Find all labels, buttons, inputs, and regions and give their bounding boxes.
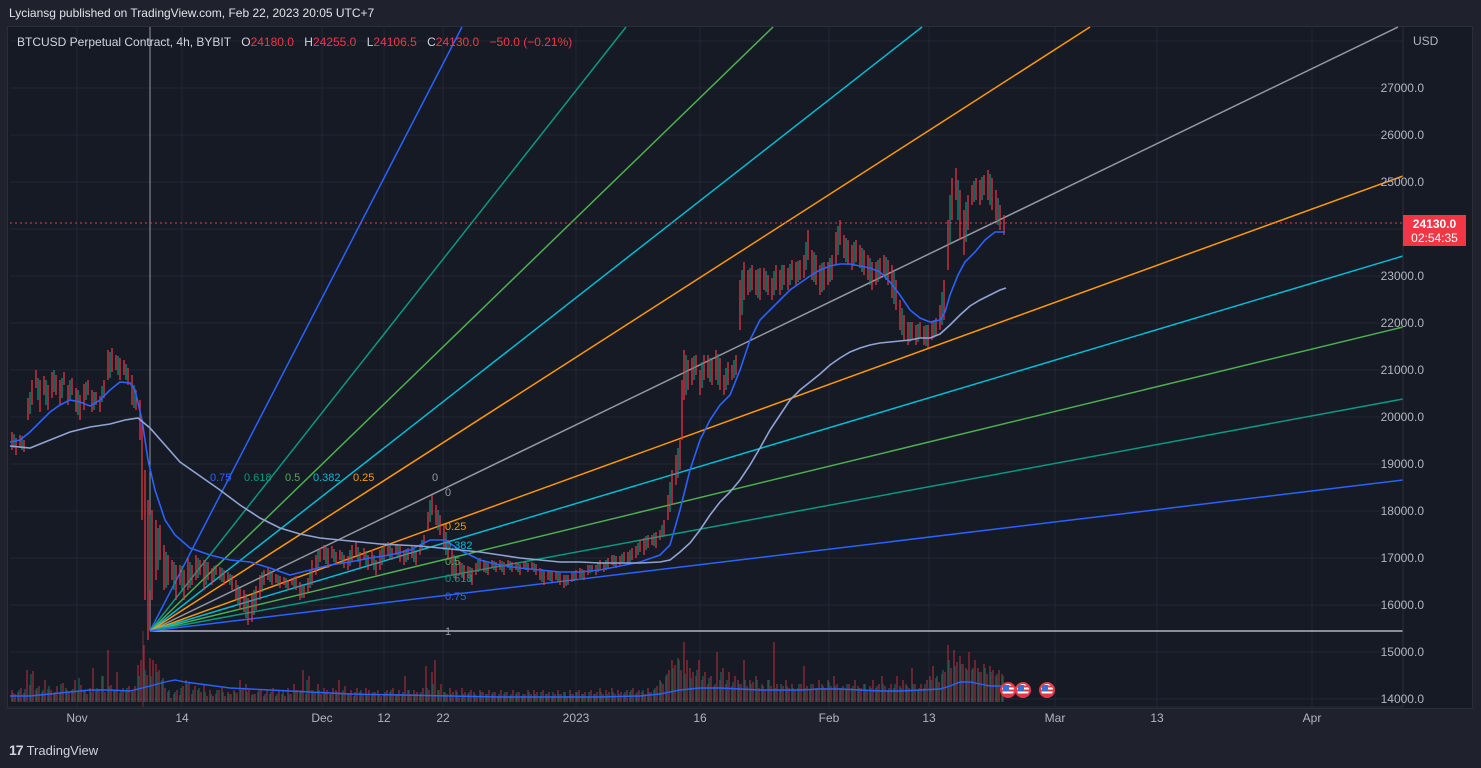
time-tick: Dec [311,711,333,725]
low-value: 24106.5 [373,35,417,49]
fan-lower-0.382 [149,255,1404,632]
time-tick: 12 [377,711,391,725]
fib-speed-fan[interactable] [149,26,1404,632]
time-tick: Apr [1302,711,1322,725]
fib-upper-label: 0.75 [210,472,232,484]
tradingview-logo[interactable]: 17 TradingView [9,742,98,758]
fib-right-label: 0.25 [445,521,467,533]
price-tick: 27000.0 [1380,81,1424,95]
fan-upper-0.75 [149,26,463,632]
fib-upper-label: 0.25 [353,472,375,484]
price-tick: 18000.0 [1380,504,1424,518]
time-tick: 2023 [562,711,590,725]
fib-upper-label: 0.5 [285,472,301,484]
fib-upper-label: 0.618 [244,472,272,484]
last-price-value: 24130.0 [1412,217,1457,231]
fan-upper-0.382 [149,26,923,632]
close-value: 24130.0 [435,35,480,49]
fan-lower-0.5 [149,326,1404,632]
time-tick: Feb [818,711,840,725]
fib-right-label: 0 [445,487,452,499]
high-value: 24255.0 [312,35,357,49]
time-tick: 14 [175,711,189,725]
change-value: −50.0 (−0.21%) [489,35,573,49]
price-tick: 14000.0 [1380,692,1424,706]
fib-right-label: 0.618 [445,573,473,585]
price-tick: 25000.0 [1380,175,1424,189]
price-tick: 17000.0 [1380,551,1424,565]
fan-0 [149,26,1399,632]
fan-lower-0.618 [149,398,1404,632]
time-tick: 13 [1150,711,1164,725]
fib-upper-label: 0 [432,472,439,484]
us-flag-event-icon[interactable] [1039,682,1055,698]
tradingview-logo-icon: 17 [9,742,24,758]
last-price-badge: 24130.0 02:54:35 [1403,215,1466,246]
us-flag-event-icon[interactable] [1000,682,1016,698]
fan-upper-0.5 [149,26,774,632]
brand-name: TradingView [26,742,99,758]
price-tick: 16000.0 [1380,598,1424,612]
symbol-legend: BTCUSD Perpetual Contract, 4h, BYBIT O24… [17,35,573,49]
publisher-line: Lyciansg published on TradingView.com, F… [9,6,375,20]
time-tick: 16 [693,711,707,725]
grid [10,27,1403,707]
price-tick: 22000.0 [1380,316,1424,330]
ma-fast-line [9,231,1005,576]
price-tick: 23000.0 [1380,269,1424,283]
fan-upper-0.25 [149,26,1091,632]
price-tick: 19000.0 [1380,457,1424,471]
time-tick: 13 [922,711,936,725]
time-tick: Nov [66,711,88,725]
open-value: 24180.0 [250,35,294,49]
publish-header: Lyciansg published on TradingView.com, F… [0,0,1481,26]
candles [11,168,1005,640]
ma-slow-line [9,287,1007,564]
price-tick: 26000.0 [1380,128,1424,142]
volume-bars [11,642,1004,702]
fan-lower-0.75 [149,479,1404,632]
symbol-name[interactable]: BTCUSD Perpetual Contract, 4h, BYBIT [17,35,231,49]
currency-label: USD [1413,34,1439,48]
us-flag-event-icon[interactable] [1015,682,1031,698]
fib-right-label: 0.382 [445,540,473,552]
time-tick: Mar [1044,711,1066,725]
volume-ma-line [10,679,1005,698]
fib-upper-label: 0.382 [313,472,341,484]
price-tick: 15000.0 [1380,645,1424,659]
fib-right-label: 0.5 [445,556,461,568]
fan-upper-0.618 [149,26,627,632]
time-tick: 22 [436,711,450,725]
price-tick: 20000.0 [1380,410,1424,424]
price-tick: 21000.0 [1380,363,1424,377]
fan-lower-0.25 [149,175,1404,632]
bar-countdown: 02:54:35 [1411,231,1458,245]
fib-right-label: 0.75 [445,591,467,603]
fib-right-label: 1 [445,626,452,638]
